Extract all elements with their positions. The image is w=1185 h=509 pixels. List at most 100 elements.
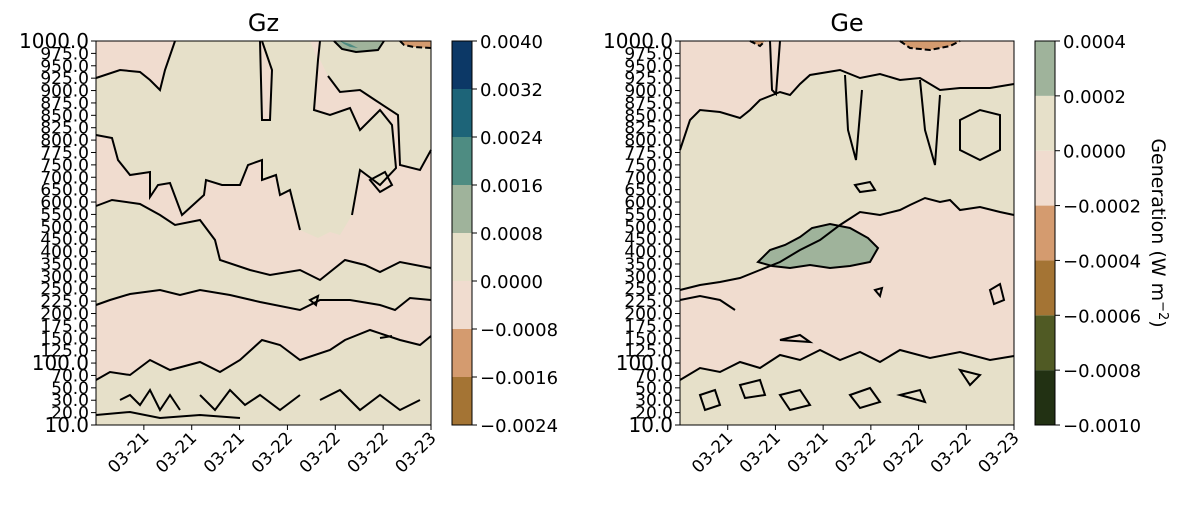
gz-ytick-label: 600.0 <box>40 193 89 213</box>
gz-ytick-label: 550.0 <box>40 205 89 225</box>
gz-xtick-label: 03-23 <box>391 428 440 477</box>
plot-area-ge <box>679 40 1015 426</box>
chart-title-ge: Ge <box>830 9 863 37</box>
ge-ytick-label: 1000.0 <box>603 29 673 53</box>
contour-lines-ge <box>679 40 1015 412</box>
ge-colorbar-tick-label: −0.0002 <box>1063 197 1141 218</box>
ge-ytick-label: 850.0 <box>624 106 673 126</box>
ge-xtick-label: 03-21 <box>784 428 833 477</box>
gz-colorbar-band <box>452 377 472 425</box>
ge-colorbar-band <box>1035 260 1055 316</box>
gz-xtick-label: 03-21 <box>200 428 249 477</box>
gz-ytick-label: 20.0 <box>51 404 89 424</box>
ge-ytick-label: 600.0 <box>624 193 673 213</box>
ge-colorbar-band <box>1035 370 1055 425</box>
gz-ytick-label: 70.0 <box>51 366 89 386</box>
gz-ytick-label: 30.0 <box>51 391 89 411</box>
ge-colorbar-tick-label: −0.0010 <box>1063 416 1141 437</box>
ge-ytick-label: 975.0 <box>624 44 673 64</box>
gz-ytick-label: 225.0 <box>40 292 89 312</box>
ge-ytick-label: 50.0 <box>635 379 673 399</box>
gz-colorbar-band <box>452 281 472 329</box>
ge-ytick-label: 125.0 <box>624 342 673 362</box>
gz-ytick-label: 700.0 <box>40 168 89 188</box>
plot-frame-gz <box>95 40 432 426</box>
gz-colorbar-band <box>452 137 472 185</box>
gz-colorbar-tick-label: −0.0008 <box>480 320 558 341</box>
gz-ytick-label: 400.0 <box>40 243 89 263</box>
gz-ytick-label: 300.0 <box>40 267 89 287</box>
gz-ytick-label: 200.0 <box>40 305 89 325</box>
ge-ytick-label: 20.0 <box>635 404 673 424</box>
ge-colorbar-band <box>1035 205 1055 261</box>
gz-ytick-label: 900.0 <box>40 82 89 102</box>
contour-region-positive-gz <box>96 41 396 238</box>
chart-ge: Ge <box>603 9 1170 477</box>
contour-region-positive-gz-4 <box>96 330 431 425</box>
ge-ytick-label: 500.0 <box>624 218 673 238</box>
gz-ytick-label: 500.0 <box>40 218 89 238</box>
gz-colorbar-band <box>452 329 472 377</box>
gz-ytick-label: 950.0 <box>40 57 89 77</box>
colorbar-label-text: Generation (W m <box>1147 138 1169 301</box>
ge-ytick-label: 925.0 <box>624 69 673 89</box>
ge-ytick-label: 550.0 <box>624 205 673 225</box>
ge-xtick-label: 03-22 <box>879 428 928 477</box>
gz-colorbar-tick-label: 0.0040 <box>480 32 543 53</box>
ge-ytick-label: 300.0 <box>624 267 673 287</box>
gz-ytick-label: 150.0 <box>40 329 89 349</box>
contour-region-orange-gz <box>400 41 431 48</box>
ge-xtick-label: 03-21 <box>688 428 737 477</box>
ge-colorbar-band <box>1035 150 1055 206</box>
colorbar-gz: 0.0040 0.0032 0.0024 0.0016 0.0008 0.0000 −0.0… <box>451 32 558 437</box>
gz-colorbar-band <box>452 185 472 233</box>
gz-colorbar-tick-label: 0.0000 <box>480 272 543 293</box>
gz-ytick-label: 350.0 <box>40 255 89 275</box>
ge-ytick-label: 775.0 <box>624 143 673 163</box>
chart-gz: Gz <box>19 9 558 477</box>
gz-xtick-label: 03-22 <box>344 428 393 477</box>
ge-ytick-label: 30.0 <box>635 391 673 411</box>
gz-ytick-label: 800.0 <box>40 131 89 151</box>
ge-xtick-label: 03-23 <box>974 428 1023 477</box>
ge-ytick-label: 200.0 <box>624 305 673 325</box>
ge-colorbar-tick-label: 0.0004 <box>1063 32 1126 53</box>
ge-ytick-label: 100.0 <box>616 351 673 375</box>
plot-frame-ge <box>679 40 1015 426</box>
colorbar-ge: 0.0004 0.0002 0.0000 −0.0002 −0.0004 −0.0006 −… <box>1034 32 1141 437</box>
ge-colorbar-band <box>1035 41 1055 96</box>
gz-ytick-label: 50.0 <box>51 379 89 399</box>
ge-ytick-label: 350.0 <box>624 255 673 275</box>
colorbar-label-exponent: −2 <box>1156 301 1171 320</box>
gz-ytick-label: 450.0 <box>40 230 89 250</box>
ge-colorbar-tick-label: −0.0004 <box>1063 251 1141 272</box>
gz-xtick-label: 03-21 <box>152 428 201 477</box>
gz-ytick-label: 1000.0 <box>19 29 89 53</box>
ge-colorbar-tick-label: −0.0006 <box>1063 306 1141 327</box>
ge-ytick-label: 650.0 <box>624 181 673 201</box>
gz-colorbar-tick-label: −0.0016 <box>480 368 558 389</box>
gz-colorbar-tick-label: 0.0032 <box>480 80 543 101</box>
y-axis-gz: 10.020.030.050.070.0100.0125.0150.0175.0… <box>19 29 96 437</box>
chart-title-gz: Gz <box>248 9 279 37</box>
ge-ytick-label: 875.0 <box>624 94 673 114</box>
gz-ytick-label: 925.0 <box>40 69 89 89</box>
ge-colorbar-tick-label: −0.0008 <box>1063 361 1141 382</box>
ge-colorbar-band <box>1035 95 1055 151</box>
contour-region-orange-ge <box>900 41 960 50</box>
ge-ytick-label: 825.0 <box>624 119 673 139</box>
gz-ytick-label: 100.0 <box>32 351 89 375</box>
gz-ytick-label: 10.0 <box>44 413 89 437</box>
gz-colorbar-band <box>452 89 472 137</box>
gz-colorbar-tick-label: 0.0016 <box>480 176 543 197</box>
gz-xtick-label: 03-22 <box>248 428 297 477</box>
gz-ytick-label: 825.0 <box>40 119 89 139</box>
ge-ytick-label: 175.0 <box>624 317 673 337</box>
ge-ytick-label: 800.0 <box>624 131 673 151</box>
colorbar-label-ge: Generation (W m−2) <box>1147 138 1171 327</box>
gz-colorbar-tick-label: 0.0008 <box>480 224 543 245</box>
gz-colorbar-band <box>452 233 472 281</box>
gz-colorbar-tick-label: −0.0024 <box>480 416 558 437</box>
